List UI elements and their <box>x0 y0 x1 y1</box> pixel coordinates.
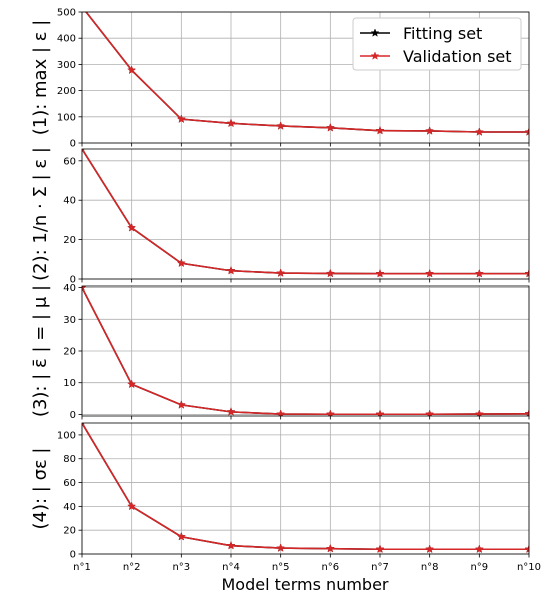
data-point <box>127 501 137 511</box>
data-point <box>276 268 286 277</box>
data-point <box>127 65 137 74</box>
y-tick-label: 100 <box>57 112 76 123</box>
y-tick-label: 100 <box>57 430 76 441</box>
y-tick-label: 60 <box>63 156 76 167</box>
data-point <box>226 407 236 416</box>
x-tick-label: n°10 <box>517 562 541 573</box>
data-point <box>78 3 86 10</box>
data-point <box>375 125 385 135</box>
data-point <box>524 409 529 416</box>
y-tick-label: 0 <box>70 550 76 561</box>
data-point <box>524 268 529 278</box>
axes-frame <box>81 148 530 280</box>
series-group <box>78 3 529 136</box>
x-tick-label: n°8 <box>421 562 439 573</box>
legend-entries: Fitting set Validation set <box>360 24 512 66</box>
y-tick-label: 20 <box>63 235 76 246</box>
x-tick-label: n°1 <box>73 562 91 573</box>
x-tick-label: n°3 <box>172 562 190 573</box>
legend: Fitting set Validation set <box>352 17 522 71</box>
x-tick-label: n°5 <box>272 562 290 573</box>
x-tick-label: n°9 <box>470 562 488 573</box>
data-point <box>226 266 236 275</box>
data-point <box>375 268 385 278</box>
panel-2: 0 20 40 60 (2): 1/n · Σ | ε | <box>30 147 530 286</box>
y-tick-label: 200 <box>57 86 76 97</box>
data-point <box>82 149 85 153</box>
data-point <box>127 379 137 389</box>
data-point <box>524 127 529 136</box>
panel-4: 0 20 40 60 80 100 n°1 n°2 n°3 n°4 n°5 n°6 n°7 n°8 n°9 n… <box>30 422 541 573</box>
y-tick-label: 40 <box>63 502 76 513</box>
data-point <box>425 126 435 135</box>
y-tick-label: 40 <box>63 196 76 207</box>
y-tick-label: 500 <box>57 8 76 19</box>
y-tick-label: 0 <box>70 139 76 150</box>
data-point <box>375 544 385 554</box>
data-point <box>325 123 335 132</box>
data-point <box>176 258 186 268</box>
panel-3: 0 10 20 30 40 (3): | ε̄ | = | μ | <box>30 283 530 421</box>
x-tick-label: n°6 <box>321 562 339 573</box>
data-point <box>474 544 484 554</box>
data-point <box>325 543 335 553</box>
y-tick-label: 300 <box>57 60 76 71</box>
axes-frame <box>81 11 530 144</box>
y-tick-label: 0 <box>70 410 76 421</box>
series-line <box>82 149 529 275</box>
y-tick-label: 80 <box>63 454 76 465</box>
data-point <box>226 118 236 128</box>
series-group <box>82 286 529 416</box>
series-group <box>82 423 529 554</box>
y-axis-label: (3): | ε̄ | = | μ | <box>30 285 51 417</box>
data-point <box>474 127 484 136</box>
y-tick-label: 40 <box>63 283 76 294</box>
series-line <box>85 12 529 133</box>
y-axis-label: (4): | σε | <box>30 448 51 530</box>
series-line <box>82 149 529 275</box>
data-point <box>425 544 435 554</box>
series-line <box>82 423 529 551</box>
legend-marker <box>370 51 380 60</box>
y-tick-label: 0 <box>70 275 76 286</box>
y-tick-label: 60 <box>63 478 76 489</box>
data-point <box>425 268 435 278</box>
data-point <box>82 423 85 427</box>
series-group <box>82 149 529 278</box>
data-point <box>325 268 335 278</box>
axes-frame <box>81 422 530 555</box>
y-axis-label: (1): max | ε | <box>30 20 51 136</box>
x-tick-label: n°4 <box>222 562 240 573</box>
y-axis-label: (2): 1/n · Σ | ε | <box>30 147 51 281</box>
data-point <box>127 223 137 232</box>
legend-box <box>352 17 522 71</box>
data-point <box>276 543 286 552</box>
x-axis-label: Model terms number <box>222 575 389 594</box>
data-point <box>176 532 186 541</box>
y-tick-label: 400 <box>57 34 76 45</box>
y-tick-label: 20 <box>63 526 76 537</box>
legend-label: Fitting set <box>403 24 482 43</box>
y-tick-label: 30 <box>63 315 76 326</box>
data-point <box>78 3 86 10</box>
data-point <box>176 114 186 123</box>
series-line <box>82 287 529 416</box>
legend-marker <box>370 28 380 37</box>
data-point <box>524 544 529 554</box>
data-point <box>276 121 286 130</box>
data-point <box>176 400 186 409</box>
x-tick-label: n°2 <box>123 562 141 573</box>
y-tick-label: 20 <box>63 347 76 358</box>
data-point <box>226 540 236 550</box>
legend-label: Validation set <box>403 47 512 66</box>
y-tick-label: 10 <box>63 378 76 389</box>
data-point <box>474 268 484 278</box>
x-tick-label: n°7 <box>371 562 389 573</box>
